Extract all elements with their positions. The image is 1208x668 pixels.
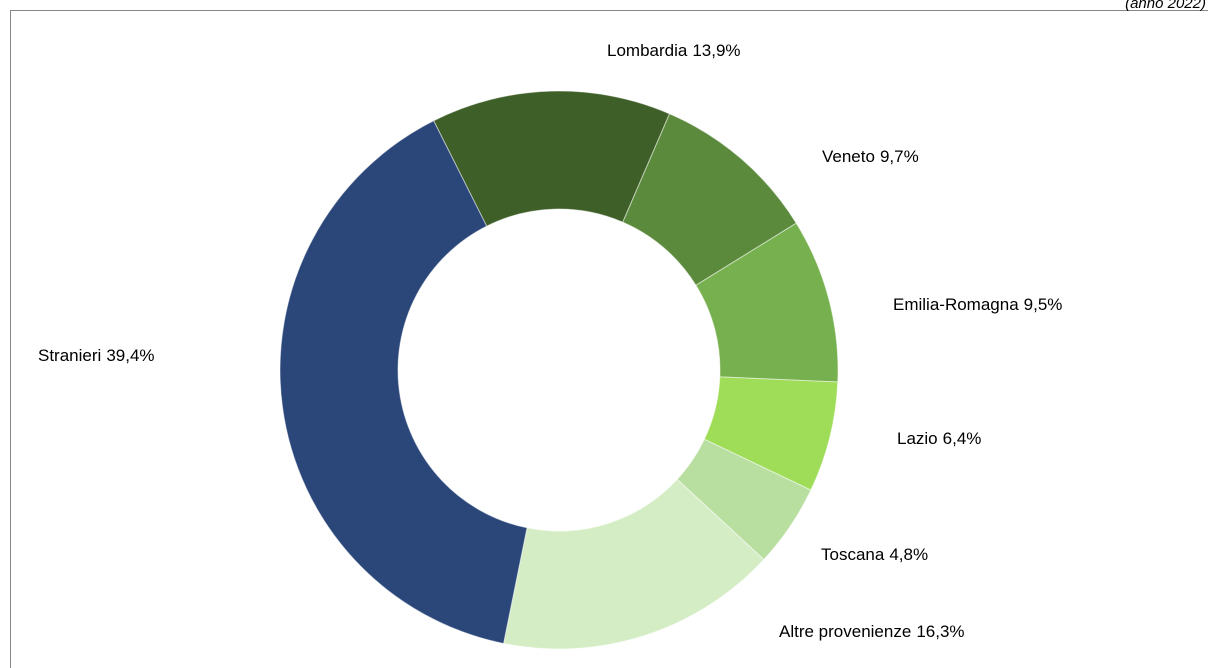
donut-segment: [502, 478, 765, 650]
category-name: Toscana: [821, 545, 885, 564]
category-name: Emilia-Romagna: [893, 295, 1019, 314]
data-label: Emilia-Romagna 9,5%: [893, 295, 1062, 314]
category-name: Altre provenienze: [779, 622, 911, 641]
category-name: Lombardia: [607, 41, 688, 60]
data-label: Stranieri 39,4%: [38, 346, 155, 365]
value-label: 16,3%: [916, 622, 964, 641]
data-label: Altre provenienze 16,3%: [779, 622, 965, 641]
value-label: 9,7%: [880, 147, 919, 166]
value-label: 13,9%: [692, 41, 740, 60]
category-name: Veneto: [822, 147, 875, 166]
category-name: Stranieri: [38, 346, 101, 365]
value-label: 39,4%: [106, 346, 154, 365]
data-label: Lazio 6,4%: [897, 429, 981, 448]
value-label: 4,8%: [889, 545, 928, 564]
data-label: Toscana 4,8%: [821, 545, 928, 564]
category-name: Lazio: [897, 429, 938, 448]
value-label: 9,5%: [1024, 295, 1063, 314]
chart-frame: [10, 10, 1208, 668]
data-label: Lombardia 13,9%: [607, 41, 741, 60]
donut-segment: [279, 120, 528, 645]
value-label: 6,4%: [943, 429, 982, 448]
chart-subtitle: (anno 2022): [1125, 0, 1206, 12]
data-label: Veneto 9,7%: [822, 147, 919, 166]
